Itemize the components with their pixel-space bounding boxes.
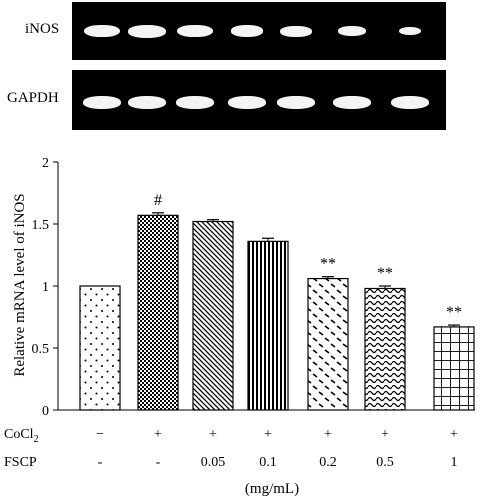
bar [433, 326, 475, 411]
gel-band [280, 25, 312, 37]
gel-band [83, 95, 121, 109]
significance-label: ** [377, 265, 393, 282]
bar [364, 287, 406, 411]
condition-value: − [96, 427, 104, 442]
bar [307, 277, 349, 411]
gel-band [128, 24, 166, 38]
significance-label: ** [446, 304, 462, 321]
condition-row-label: CoCl2 [4, 427, 39, 445]
condition-row-label: FSCP [4, 455, 37, 470]
bar [247, 240, 289, 411]
gel-band [230, 25, 264, 37]
bar [79, 285, 121, 411]
gel-band [176, 95, 214, 109]
gel-label: iNOS [25, 21, 60, 37]
bar [192, 220, 234, 411]
gel-label: GAPDH [7, 90, 59, 106]
gel-band [228, 95, 266, 109]
gel-band [338, 26, 366, 36]
bar [137, 214, 179, 411]
condition-value: + [450, 427, 458, 442]
condition-value: - [156, 455, 161, 470]
significance-label: ** [320, 256, 336, 273]
y-tick-label: 1.5 [32, 218, 50, 233]
y-axis-label: Relative mRNA level of iNOS [12, 193, 28, 376]
gel-band [277, 95, 315, 109]
condition-value: 0.05 [201, 455, 226, 470]
y-tick-label: 2 [42, 156, 49, 171]
gel-blot [72, 2, 446, 60]
gel-band [83, 24, 121, 38]
y-tick-label: 1 [42, 280, 49, 295]
condition-value: + [324, 427, 332, 442]
condition-value: 0.1 [259, 455, 277, 470]
gel-band [176, 24, 214, 38]
condition-labels: CoCl2 − + + + + + + FSCP - - 0.05 0.1 0.2 0.5 1 [4, 427, 458, 470]
condition-value: + [381, 427, 389, 442]
y-tick-label: 0 [42, 404, 49, 419]
y-tick-label: 0.5 [32, 342, 50, 357]
gel-blot [72, 70, 446, 130]
condition-value: + [154, 427, 162, 442]
gel-band [333, 95, 371, 109]
bars: # ** ** ** [79, 192, 475, 411]
gel-band [128, 95, 166, 109]
condition-value: + [264, 427, 272, 442]
significance-label: # [154, 192, 162, 209]
gel-band [391, 95, 429, 109]
condition-value: 0.2 [319, 455, 337, 470]
condition-value: - [98, 455, 103, 470]
gel-band [398, 26, 422, 36]
condition-value: + [209, 427, 217, 442]
condition-value: 0.5 [376, 455, 394, 470]
condition-value: 1 [451, 455, 458, 470]
x-unit-label: (mg/mL) [245, 481, 299, 497]
